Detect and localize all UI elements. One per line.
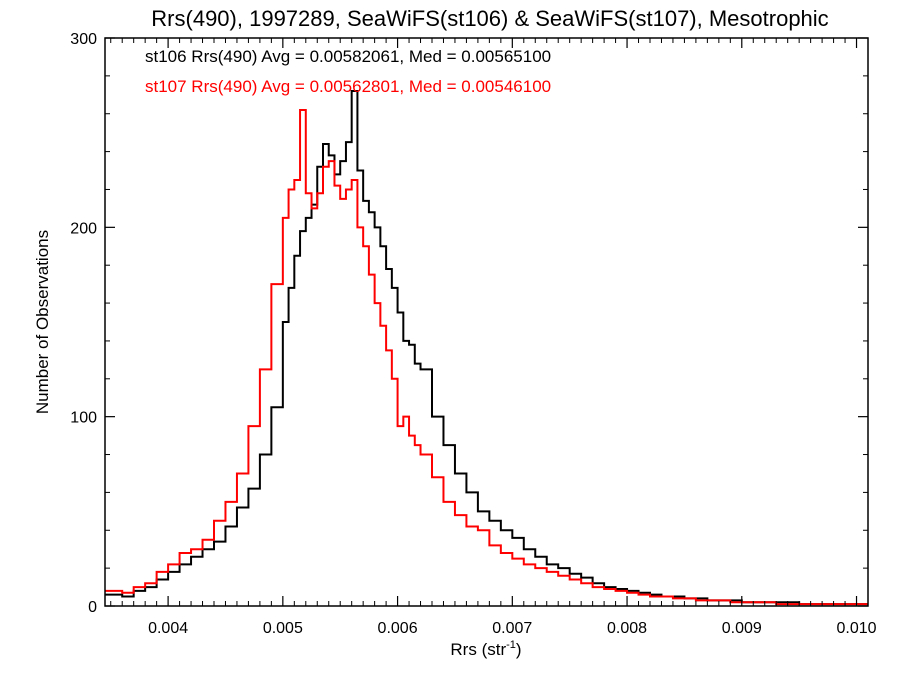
x-tick-label: 0.005 — [263, 620, 303, 637]
x-tick-label: 0.006 — [378, 620, 418, 637]
y-tick-label: 300 — [70, 31, 97, 48]
x-tick-label: 0.009 — [722, 620, 762, 637]
x-tick-label: 0.008 — [607, 620, 647, 637]
x-axis-label-sup: -1 — [506, 639, 516, 651]
y-tick-label: 100 — [70, 410, 97, 427]
series-layer — [105, 90, 868, 606]
x-tick-label: 0.007 — [492, 620, 532, 637]
legend-annotation-st106: st106 Rrs(490) Avg = 0.00582061, Med = 0… — [145, 47, 551, 66]
series-line-1 — [105, 108, 868, 606]
plot-area: 0.004 0.005 0.006 0.007 0.008 0.009 0.010 0 100… — [70, 31, 876, 637]
x-tick-label: 0.004 — [148, 620, 188, 637]
y-tick-label: 200 — [70, 220, 97, 237]
chart-title: Rrs(490), 1997289, SeaWiFS(st106) & SeaW… — [151, 6, 828, 31]
x-axis-label-main: Rrs (str — [450, 640, 506, 659]
x-axis-ticks: 0.004 0.005 0.006 0.007 0.008 0.009 0.010 — [110, 38, 877, 637]
x-axis-label: Rrs (str-1) — [450, 639, 521, 659]
y-tick-label: 0 — [88, 599, 97, 616]
x-axis-label-close: ) — [516, 640, 522, 659]
y-axis-ticks: 0 100 200 300 — [70, 31, 868, 616]
series-line-0 — [105, 90, 868, 606]
x-tick-label: 0.010 — [837, 620, 877, 637]
y-axis-label: Number of Observations — [33, 230, 52, 414]
legend-annotation-st107: st107 Rrs(490) Avg = 0.00562801, Med = 0… — [145, 77, 551, 96]
plot-frame — [104, 37, 869, 607]
